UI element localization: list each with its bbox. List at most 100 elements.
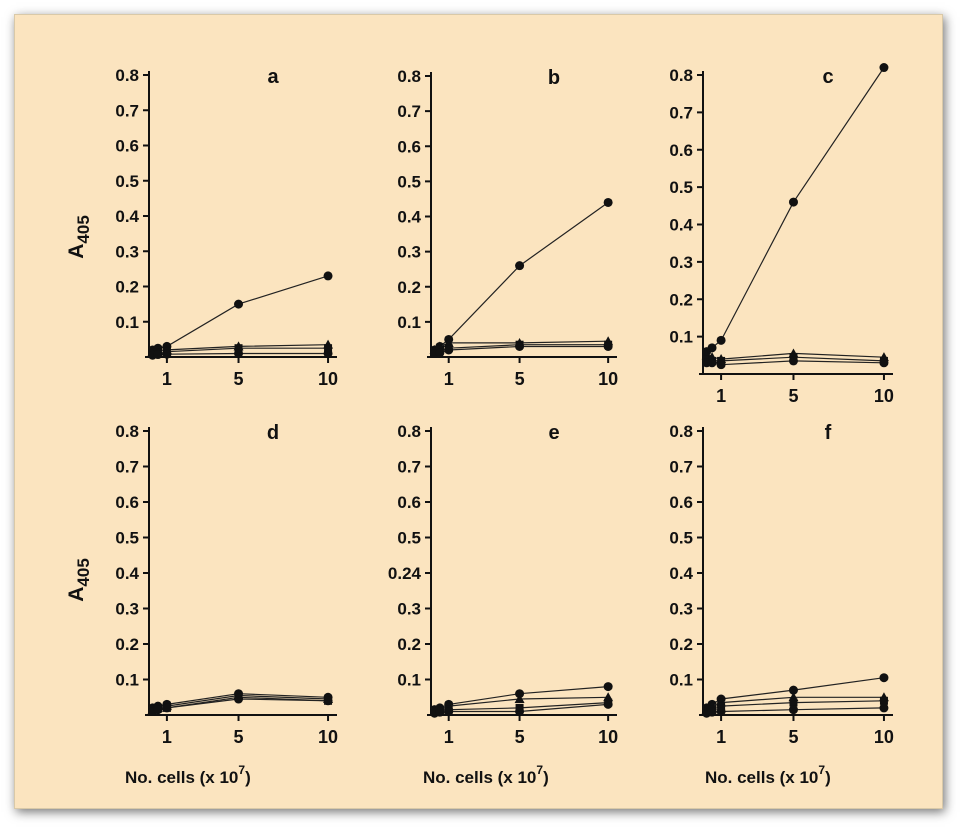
y-tick-label: 0.2 bbox=[115, 635, 139, 654]
y-tick-label: 0.2 bbox=[397, 278, 421, 297]
x-tick-label: 1 bbox=[716, 386, 726, 406]
data-point bbox=[153, 705, 163, 715]
x-tick-label: 10 bbox=[318, 369, 338, 389]
x-axis-title-main: No. cells (x 10 bbox=[705, 768, 818, 787]
y-tick-label: 0.4 bbox=[115, 564, 139, 583]
data-point bbox=[323, 271, 333, 281]
series-4 bbox=[430, 341, 613, 358]
data-point bbox=[879, 673, 889, 683]
x-tick-label: 10 bbox=[598, 727, 618, 747]
data-point bbox=[444, 345, 454, 355]
data-point bbox=[716, 335, 726, 345]
y-tick-label: 0.3 bbox=[115, 242, 139, 261]
y-tick-label: 0.6 bbox=[397, 137, 421, 156]
series-line bbox=[152, 275, 329, 351]
y-tick-label: 0.2 bbox=[669, 635, 693, 654]
series-4 bbox=[430, 699, 613, 718]
data-point bbox=[716, 706, 726, 716]
y-tick-label: 0.8 bbox=[115, 66, 139, 85]
x-tick-label: 5 bbox=[515, 727, 525, 747]
data-point bbox=[603, 699, 613, 709]
x-axis-title-close: ) bbox=[543, 768, 549, 787]
y-tick-label: 0.6 bbox=[115, 493, 139, 512]
x-axis-title-sup: 7 bbox=[238, 763, 245, 777]
x-axis-title-d: No. cells (x 107) bbox=[125, 763, 251, 787]
x-tick-label: 5 bbox=[234, 727, 244, 747]
data-point bbox=[435, 707, 445, 717]
y-tick-label: 0.4 bbox=[397, 208, 421, 227]
x-tick-label: 10 bbox=[874, 727, 894, 747]
y-tick-label: 0.7 bbox=[115, 101, 139, 120]
y-tick-label: 0.3 bbox=[397, 243, 421, 262]
y-tick-label: 0.5 bbox=[397, 172, 421, 191]
data-point bbox=[603, 341, 613, 351]
data-point bbox=[788, 356, 798, 366]
x-axis-title-sup: 7 bbox=[536, 763, 543, 777]
data-point bbox=[234, 348, 244, 358]
panel-c: 0.1 0.2 0.3 0.4 0.5 0.6 0.7 0.8 1 5 10 c bbox=[669, 63, 894, 406]
data-point bbox=[515, 261, 525, 271]
y-tick-label: 0.5 bbox=[669, 529, 693, 548]
x-tick-label: 5 bbox=[234, 369, 244, 389]
y-axis-title-top: A405 bbox=[65, 215, 93, 259]
y-tick-label: 0.8 bbox=[669, 422, 693, 441]
series-1 bbox=[430, 197, 613, 355]
y-tick-label: 0.1 bbox=[115, 671, 139, 690]
y-tick-label: 0.8 bbox=[115, 422, 139, 441]
series-1 bbox=[148, 271, 333, 355]
data-point bbox=[514, 694, 525, 704]
series-4 bbox=[702, 356, 889, 370]
y-tick-label: 0.6 bbox=[669, 141, 693, 160]
y-tick-label: 0.1 bbox=[669, 671, 693, 690]
y-tick-label: 0.4 bbox=[115, 207, 139, 226]
x-tick-label: 10 bbox=[318, 727, 338, 747]
data-point bbox=[515, 341, 525, 351]
y-tick-label: 0.1 bbox=[669, 328, 693, 347]
y-tick-label: 0.4 bbox=[669, 564, 693, 583]
y-tick-label: 0.1 bbox=[397, 671, 421, 690]
y-tick-label: 0.8 bbox=[397, 422, 421, 441]
data-point bbox=[324, 344, 333, 353]
x-tick-label: 1 bbox=[716, 727, 726, 747]
y-tick-label: 0.3 bbox=[669, 600, 693, 619]
y-tick-label: 0.6 bbox=[115, 137, 139, 156]
data-point bbox=[879, 696, 888, 705]
y-tick-label: 0.6 bbox=[669, 493, 693, 512]
data-point bbox=[323, 348, 333, 358]
data-point bbox=[717, 702, 726, 711]
data-point bbox=[603, 197, 613, 207]
y-tick-label: 0.7 bbox=[669, 458, 693, 477]
x-tick-label: 10 bbox=[598, 369, 618, 389]
y-tick-label: 0.3 bbox=[115, 600, 139, 619]
data-point bbox=[879, 63, 889, 73]
data-point bbox=[435, 348, 445, 358]
panel-title: e bbox=[548, 422, 559, 444]
series-4 bbox=[702, 703, 889, 718]
panel-f: 0.1 0.2 0.3 0.4 0.5 0.6 0.7 0.8 1 5 10 f bbox=[669, 422, 894, 747]
x-axis-title-e: No. cells (x 107) bbox=[423, 763, 549, 787]
y-tick-label: 0.7 bbox=[397, 102, 421, 121]
y-tick-label: 0.8 bbox=[397, 67, 421, 86]
data-point bbox=[879, 358, 889, 368]
data-point bbox=[234, 694, 244, 704]
panel-e: 0.1 0.2 0.3 0.24 0.5 0.6 0.7 0.8 1 5 10 e bbox=[388, 422, 618, 747]
x-tick-label: 1 bbox=[162, 727, 172, 747]
x-axis-title-main: No. cells (x 10 bbox=[423, 768, 536, 787]
chart-panels: 0.10.20.30.40.50.60.70.81 5 10a0.10.20.30.… bbox=[115, 63, 894, 747]
data-point bbox=[707, 707, 717, 717]
series-4 bbox=[148, 348, 333, 360]
x-axis-title-sup: 7 bbox=[818, 763, 825, 777]
y-tick-label: 0.1 bbox=[115, 313, 139, 332]
x-tick-label: 10 bbox=[874, 386, 894, 406]
x-tick-label: 1 bbox=[162, 369, 172, 389]
y-tick-label: 0.24 bbox=[388, 564, 422, 583]
series-line bbox=[706, 67, 885, 353]
y-tick-label: 0.5 bbox=[669, 178, 693, 197]
x-tick-label: 1 bbox=[444, 369, 454, 389]
data-point bbox=[788, 705, 798, 715]
data-point bbox=[162, 703, 172, 713]
x-tick-label: 1 bbox=[444, 727, 454, 747]
y-axis-title-bottom: A405 bbox=[65, 558, 93, 602]
series-4 bbox=[148, 694, 333, 716]
data-point bbox=[323, 696, 333, 706]
